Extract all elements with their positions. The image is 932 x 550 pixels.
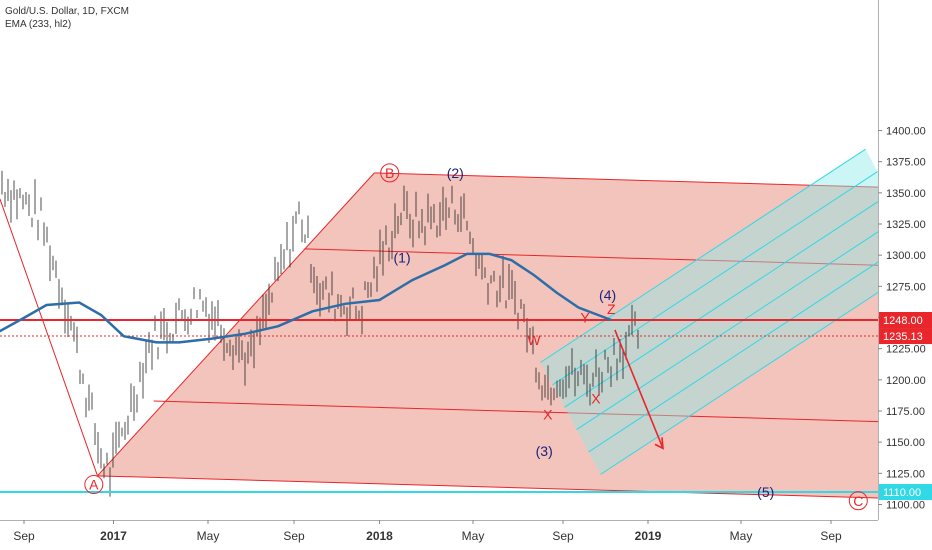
y-tick-label: 1375.00 [886, 157, 926, 169]
chart-title: Gold/U.S. Dollar, 1D, FXCM [5, 6, 129, 17]
channel-line [576, 231, 878, 430]
pitchfork-handle [97, 172, 375, 477]
pitchfork-line [374, 172, 878, 188]
price-label-text: 1110.00 [883, 487, 921, 499]
wave-label: B [385, 165, 394, 181]
pitchfork-handle [0, 198, 98, 476]
x-tick-label: May [462, 529, 485, 543]
y-tick-label: 1150.00 [886, 437, 925, 449]
pitchfork-line [153, 400, 878, 423]
wave-label-circle [380, 163, 400, 183]
wave-label: W [527, 332, 541, 348]
wave-label: X [543, 407, 553, 423]
y-tick-label: 1325.00 [886, 219, 926, 231]
price-label-bg [879, 484, 932, 501]
y-tick-label: 1200.00 [886, 375, 926, 387]
indicator-label: EMA (233, hl2) [5, 19, 72, 30]
x-tick-label: Sep [13, 529, 35, 543]
x-tick-label: 2018 [366, 529, 393, 543]
price-label-text: 1248.00 [883, 315, 923, 327]
x-tick-label: 2017 [100, 529, 127, 543]
wave-label: C [853, 493, 863, 509]
wave-label: (1) [394, 250, 411, 266]
wave-label: (2) [447, 165, 464, 181]
ema-series-line [0, 252, 612, 344]
y-tick-label: 1125.00 [886, 468, 925, 480]
wave-label: (4) [599, 287, 616, 303]
projection-arrowhead [654, 437, 664, 450]
x-tick-label: May [730, 529, 753, 543]
y-tick-label: 1350.00 [886, 188, 926, 200]
y-tick-label: 1300.00 [886, 250, 926, 262]
wave-label-circle [84, 475, 104, 495]
pitchfork-line [97, 475, 878, 499]
x-tick-label: 2019 [635, 529, 662, 543]
channel-line [540, 148, 866, 363]
price-label-bg [879, 311, 932, 328]
channel-line [600, 291, 878, 475]
pitchfork-line [304, 248, 878, 266]
wave-label: X [591, 391, 601, 407]
channel-line [564, 201, 878, 408]
wave-label: Z [607, 301, 616, 317]
x-tick-label: May [197, 529, 220, 543]
y-tick-label: 1400.00 [886, 126, 926, 138]
plot-area: B (2) (1) A W X Y X Z(4) (3) (5) C [0, 148, 878, 511]
x-tick-label: Sep [820, 529, 842, 543]
projection-arrow [614, 329, 664, 449]
x-tick-label: Sep [552, 529, 574, 543]
wave-label: Y [580, 310, 590, 326]
channel-line [588, 261, 878, 453]
pitchfork-fill [97, 172, 878, 498]
chart-legend: Gold/U.S. Dollar, 1D, FXCM EMA (233, hl2… [5, 5, 129, 31]
wave-label-circle [848, 491, 868, 511]
y-tick-label: 1100.00 [886, 500, 925, 512]
price-label-bg [879, 328, 932, 345]
y-tick-label: 1175.00 [886, 406, 925, 418]
wave-label: (5) [757, 484, 774, 500]
y-tick-label: 1225.00 [886, 344, 926, 356]
wave-label: A [89, 477, 99, 493]
wave-label: (3) [536, 443, 553, 459]
x-tick-label: Sep [283, 529, 305, 543]
y-tick-label: 1275.00 [886, 281, 926, 293]
price-label-text: 1235.13 [883, 331, 923, 343]
channel-line [552, 171, 878, 386]
